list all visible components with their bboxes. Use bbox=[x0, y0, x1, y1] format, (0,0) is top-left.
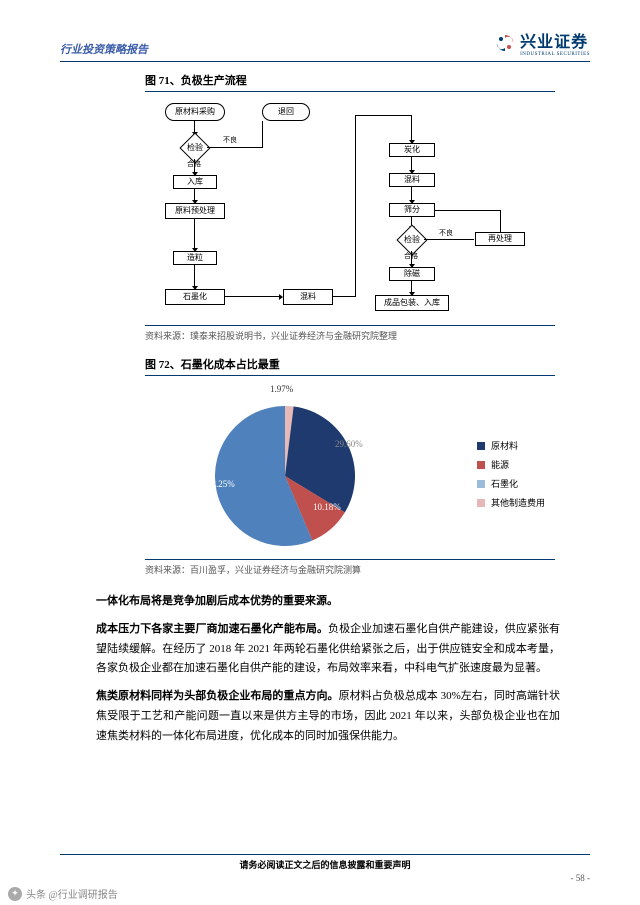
figure-71-title: 图 71、负极生产流程 bbox=[145, 72, 555, 92]
fc-node-package: 成品包装、入库 bbox=[375, 295, 449, 311]
footer-disclaimer: 请务必阅读正文之后的信息披露和重要声明 bbox=[60, 858, 590, 871]
watermark-icon: ✦ bbox=[8, 887, 22, 901]
pie-label-energy: 10.18% bbox=[313, 502, 341, 512]
fc-node-mix1: 混料 bbox=[283, 289, 333, 305]
fc-node-return: 退回 bbox=[262, 103, 310, 121]
figure-71-flowchart: 原材料采购 检验 不良 退回 合格 入库 原料预处理 造粒 石墨化 混料 炭化 … bbox=[145, 95, 555, 325]
fc-node-blend: 混料 bbox=[389, 173, 435, 187]
body-h1: 一体化布局将是竞争加剧后成本优势的重要来源。 bbox=[96, 595, 338, 607]
fc-node-grind: 除磁 bbox=[389, 267, 435, 281]
fc-node-instorage: 入库 bbox=[173, 175, 217, 189]
body-p2-bold: 成本压力下各家主要厂商加速石墨化产能布局。 bbox=[96, 623, 328, 635]
fc-node-sieve: 筛分 bbox=[389, 203, 435, 217]
fc-node-raw-purchase: 原材料采购 bbox=[165, 103, 225, 121]
figure-72-source: 资料来源：百川盈孚，兴业证券经济与金融研究院测算 bbox=[145, 559, 555, 576]
page-header: 行业投资策略报告 兴业证券 INDUSTRIAL SECURITIES bbox=[60, 28, 590, 62]
logo-subtext: INDUSTRIAL SECURITIES bbox=[520, 52, 590, 57]
pie-label-graphite: 58.25% bbox=[207, 479, 235, 489]
body-text: 一体化布局将是竞争加剧后成本优势的重要来源。 成本压力下各家主要厂商加速石墨化产… bbox=[96, 592, 560, 747]
fc-node-reprocess: 再处理 bbox=[475, 232, 525, 246]
figure-71-source: 资料来源：璞泰来招股说明书，兴业证券经济与金融研究院整理 bbox=[145, 325, 555, 342]
watermark-text: 头条 @行业调研报告 bbox=[26, 886, 118, 901]
logo-icon bbox=[495, 33, 515, 53]
body-p3-bold: 焦类原材料同样为头部负极企业布局的重点方向。 bbox=[96, 690, 339, 702]
fc-node-granulate: 造粒 bbox=[173, 251, 217, 265]
pie-label-other: 1.97% bbox=[270, 384, 293, 394]
logo-text: 兴业证券 bbox=[520, 28, 590, 52]
pie-legend: 原材料 能源 石墨化 其他制造费用 bbox=[477, 439, 545, 515]
page-footer: 请务必阅读正文之后的信息披露和重要声明 - 58 - bbox=[60, 854, 590, 883]
header-left-title: 行业投资策略报告 bbox=[60, 41, 148, 57]
fc-node-pretreat: 原料预处理 bbox=[165, 203, 225, 219]
header-logo: 兴业证券 INDUSTRIAL SECURITIES bbox=[495, 28, 590, 57]
footer-page-number: - 58 - bbox=[60, 873, 590, 883]
pie-label-raw: 29.60% bbox=[335, 439, 363, 449]
figure-72-title: 图 72、石墨化成本占比最重 bbox=[145, 356, 555, 376]
watermark: ✦ 头条 @行业调研报告 bbox=[8, 886, 118, 901]
fc-node-carbonize: 炭化 bbox=[389, 143, 435, 157]
document-page: 行业投资策略报告 兴业证券 INDUSTRIAL SECURITIES 图 71… bbox=[0, 0, 640, 905]
figure-72-pie-chart: 1.97% 29.60% 10.18% 58.25% 原材料 能源 石墨化 其他… bbox=[145, 379, 555, 559]
fc-node-graphite: 石墨化 bbox=[165, 289, 225, 305]
